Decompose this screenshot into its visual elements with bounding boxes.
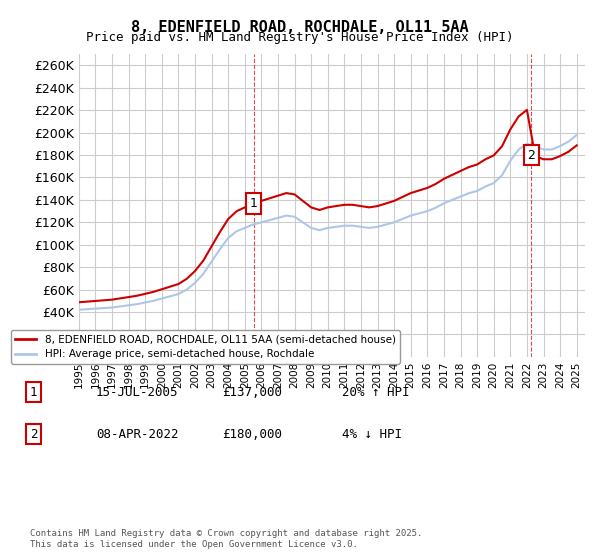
Text: 20% ↑ HPI: 20% ↑ HPI xyxy=(342,385,410,399)
Text: 2: 2 xyxy=(527,148,535,162)
Text: 8, EDENFIELD ROAD, ROCHDALE, OL11 5AA: 8, EDENFIELD ROAD, ROCHDALE, OL11 5AA xyxy=(131,20,469,35)
Text: Contains HM Land Registry data © Crown copyright and database right 2025.
This d: Contains HM Land Registry data © Crown c… xyxy=(30,529,422,549)
Text: 4% ↓ HPI: 4% ↓ HPI xyxy=(342,427,402,441)
Text: 15-JUL-2005: 15-JUL-2005 xyxy=(96,385,179,399)
Text: 08-APR-2022: 08-APR-2022 xyxy=(96,427,179,441)
Text: Price paid vs. HM Land Registry's House Price Index (HPI): Price paid vs. HM Land Registry's House … xyxy=(86,31,514,44)
Text: 2: 2 xyxy=(30,427,37,441)
Text: £180,000: £180,000 xyxy=(222,427,282,441)
Legend: 8, EDENFIELD ROAD, ROCHDALE, OL11 5AA (semi-detached house), HPI: Average price,: 8, EDENFIELD ROAD, ROCHDALE, OL11 5AA (s… xyxy=(11,330,400,363)
Text: £137,000: £137,000 xyxy=(222,385,282,399)
Text: 1: 1 xyxy=(30,385,37,399)
Text: 1: 1 xyxy=(250,197,257,210)
